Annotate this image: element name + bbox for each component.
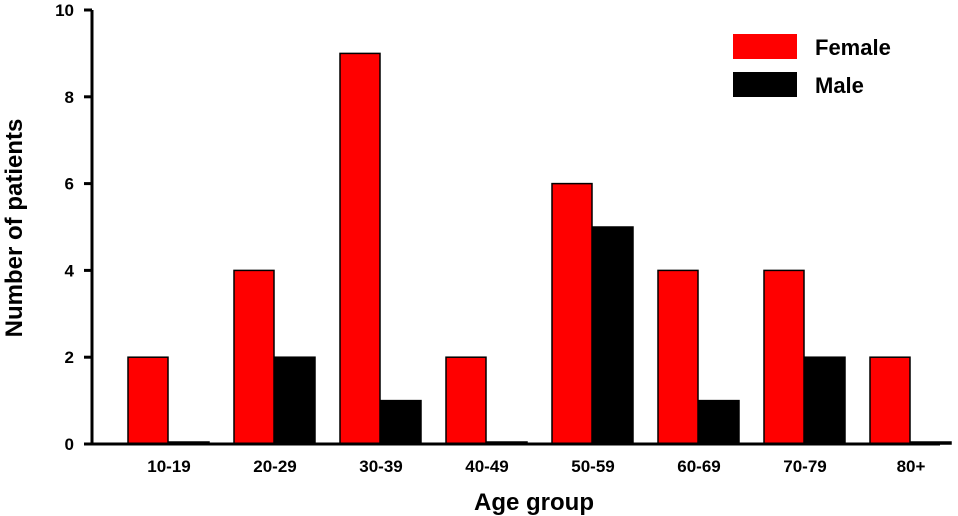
bar-female-20-29 (233, 269, 275, 445)
x-tick-label: 20-29 (253, 457, 296, 476)
x-axis: 10-19 20-29 30-39 40-49 50-59 60-69 70-79 80+ (90, 442, 940, 476)
bar-female-50-59 (551, 182, 593, 445)
y-tick-label: 2 (65, 348, 74, 367)
bar-female-10-19 (127, 356, 169, 445)
y-tick-label: 6 (65, 175, 74, 194)
bar-male-30-39 (380, 399, 422, 445)
legend-label-male: Male (815, 73, 864, 98)
y-tick-label: 0 (65, 435, 74, 454)
bar-male-60-69 (698, 399, 740, 445)
legend-label-female: Female (815, 35, 891, 60)
bar-male-50-59 (592, 226, 634, 445)
bar-female-80plus (869, 356, 911, 445)
bar-female-60-69 (657, 269, 699, 445)
legend-swatch-male (733, 72, 797, 97)
y-tick-label: 10 (55, 1, 74, 20)
legend-swatch-female (733, 34, 797, 59)
y-tick-label: 8 (65, 88, 74, 107)
y-axis-title: Number of patients (1, 119, 28, 338)
x-tick-label: 30-39 (359, 457, 402, 476)
x-tick-label: 60-69 (677, 457, 720, 476)
bar-female-40-49 (445, 356, 487, 445)
bar-female-70-79 (763, 269, 805, 445)
x-tick-label: 80+ (897, 457, 926, 476)
y-tick-label: 4 (65, 261, 75, 280)
bar-male-20-29 (274, 356, 316, 445)
bar-male-70-79 (804, 356, 846, 445)
x-tick-label: 10-19 (147, 457, 190, 476)
bars-layer (127, 52, 952, 445)
legend: Female Male (733, 34, 891, 98)
x-tick-label: 40-49 (465, 457, 508, 476)
x-tick-label: 70-79 (783, 457, 826, 476)
x-tick-label: 50-59 (571, 457, 614, 476)
y-axis: 0 2 4 6 8 10 (55, 1, 94, 454)
bar-female-30-39 (339, 52, 381, 445)
x-axis-title: Age group (474, 489, 594, 516)
